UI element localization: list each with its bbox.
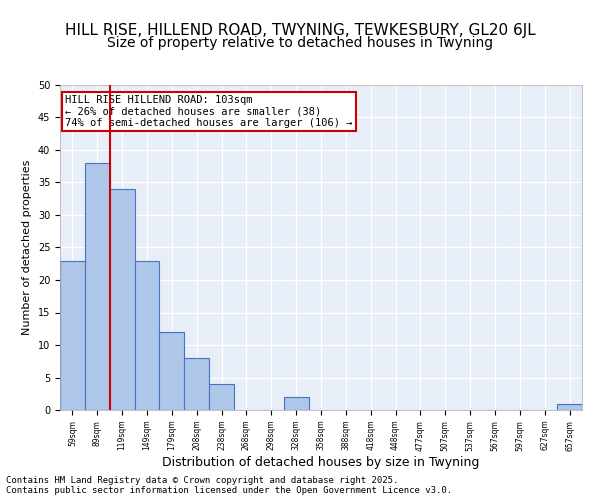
Bar [284, 397, 308, 410]
Bar [60, 260, 85, 410]
Bar [184, 358, 209, 410]
X-axis label: Distribution of detached houses by size in Twyning: Distribution of detached houses by size … [163, 456, 479, 469]
Text: HILL RISE, HILLEND ROAD, TWYNING, TEWKESBURY, GL20 6JL: HILL RISE, HILLEND ROAD, TWYNING, TEWKES… [65, 22, 535, 38]
Bar [209, 384, 234, 410]
Bar [557, 404, 582, 410]
Bar [85, 163, 110, 410]
Text: Size of property relative to detached houses in Twyning: Size of property relative to detached ho… [107, 36, 493, 50]
Bar [110, 189, 134, 410]
Bar [134, 260, 160, 410]
Text: Contains HM Land Registry data © Crown copyright and database right 2025.
Contai: Contains HM Land Registry data © Crown c… [6, 476, 452, 495]
Text: HILL RISE HILLEND ROAD: 103sqm
← 26% of detached houses are smaller (38)
74% of : HILL RISE HILLEND ROAD: 103sqm ← 26% of … [65, 94, 353, 128]
Y-axis label: Number of detached properties: Number of detached properties [22, 160, 32, 335]
Bar [160, 332, 184, 410]
